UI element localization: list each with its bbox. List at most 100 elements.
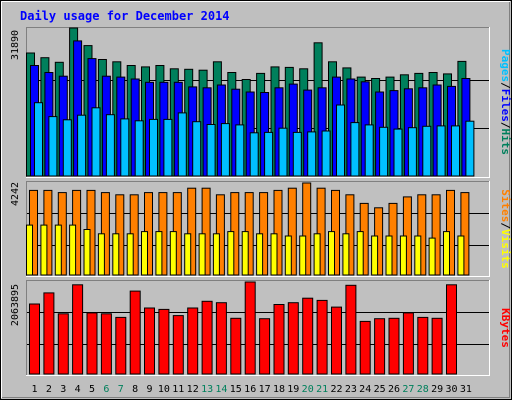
bar-pages-day-1: [34, 102, 43, 177]
bar-kbytes-day-8: [129, 290, 141, 375]
bar-sites-day-15: [227, 231, 235, 276]
bar-kbytes-day-16: [244, 281, 256, 375]
legend-sep-1: /: [499, 82, 512, 89]
bar-pages-day-9: [149, 118, 158, 177]
bar-sites-day-20: [299, 235, 307, 276]
bar-sites-day-2: [40, 224, 48, 276]
bar-pages-day-15: [235, 124, 245, 177]
x-tick-label-19: 19: [287, 384, 299, 395]
legend-visits-sites: Sites/Visits: [499, 189, 512, 269]
bar-sites-day-29: [428, 237, 436, 276]
x-tick-label-4: 4: [75, 384, 81, 395]
bar-sites-day-7: [112, 233, 120, 276]
legend-traffic: Pages/Files/Hits: [499, 49, 512, 155]
bar-visits-day-13: [201, 187, 211, 276]
bar-sites-day-23: [342, 233, 350, 276]
bar-pages-day-16: [249, 132, 259, 177]
bar-sites-day-16: [241, 231, 249, 276]
x-axis-day-labels: 1 2 3 4 5 6 7 8 9 10 11 12 13 14 15 16 17 18 19 20 21 22 23 24 2…: [31, 384, 471, 395]
bar-kbytes-day-14: [215, 302, 227, 375]
legend-hits: Pages: [499, 49, 512, 82]
bar-sites-day-3: [54, 224, 62, 276]
x-tick-label-18: 18: [273, 384, 285, 395]
x-tick-label-9: 9: [146, 384, 152, 395]
bar-pages-day-14: [220, 123, 230, 177]
legend-pages: Hits: [499, 129, 512, 156]
bar-visits-day-19: [287, 187, 297, 276]
bar-pages-day-30: [451, 125, 460, 177]
bar-sites-day-28: [414, 235, 422, 276]
x-tick-label-25: 25: [374, 384, 386, 395]
bar-pages-day-24: [364, 124, 374, 177]
bar-pages-day-2: [48, 116, 58, 177]
bar-kbytes-day-4: [72, 284, 84, 375]
bar-sites-day-31: [457, 235, 465, 276]
x-tick-label-7: 7: [118, 384, 124, 395]
bar-kbytes-day-9: [144, 307, 155, 375]
x-tick-label-17: 17: [259, 384, 271, 395]
bar-sites-day-12: [184, 233, 192, 276]
x-tick-label-6: 6: [103, 384, 109, 395]
x-tick-label-22: 22: [330, 384, 342, 395]
bar-visits-day-12: [187, 187, 197, 276]
x-tick-label-20: 20: [302, 384, 314, 395]
legend-sites: Sites: [499, 189, 512, 222]
bar-pages-day-11: [177, 112, 187, 177]
bar-kbytes-day-20: [302, 297, 314, 375]
x-tick-label-27: 27: [402, 384, 414, 395]
bar-visits-day-31: [460, 192, 470, 276]
bar-kbytes-day-3: [57, 313, 69, 375]
x-tick-label-1: 1: [31, 384, 37, 395]
bar-kbytes-day-26: [388, 317, 400, 375]
x-tick-label-5: 5: [89, 384, 95, 395]
bar-pages-day-22: [336, 104, 345, 177]
x-tick-label-15: 15: [230, 384, 242, 395]
x-tick-label-2: 2: [46, 384, 52, 395]
bar-kbytes-day-23: [345, 284, 357, 375]
bar-sites-day-24: [356, 231, 364, 276]
bar-kbytes-day-30: [446, 284, 457, 375]
bar-kbytes-day-2: [43, 292, 55, 375]
bar-sites-day-8: [126, 233, 134, 276]
legend-sep-3: /: [499, 222, 512, 229]
legend-files: Files: [499, 89, 512, 122]
x-tick-label-31: 31: [460, 384, 472, 395]
legend-kbytes: KBytes: [499, 308, 512, 348]
bar-sites-day-5: [83, 229, 91, 276]
bar-visits-day-18: [273, 189, 283, 276]
x-tick-label-21: 21: [316, 384, 328, 395]
bar-pages-day-19: [292, 131, 302, 177]
bar-sites-day-10: [155, 231, 163, 276]
bar-pages-day-4: [77, 114, 87, 177]
bar-pages-day-25: [379, 126, 389, 177]
bar-sites-day-25: [371, 235, 379, 276]
bar-sites-day-27: [399, 235, 407, 276]
bar-sites-day-17: [256, 233, 264, 276]
bar-sites-day-18: [270, 233, 278, 276]
chart-title: Daily usage for December 2014: [20, 9, 230, 23]
legend-visits: Visits: [499, 229, 512, 269]
bars-visits: [26, 182, 470, 276]
bar-sites-day-1: [26, 224, 33, 276]
y-tick-kbytes-max: 2063895: [10, 284, 21, 326]
bar-sites-day-14: [212, 233, 220, 276]
bar-pages-day-17: [264, 131, 274, 177]
bar-kbytes-day-27: [402, 312, 414, 375]
x-tick-label-12: 12: [187, 384, 199, 395]
bar-sites-day-4: [69, 224, 77, 276]
bar-kbytes-day-15: [230, 317, 242, 375]
x-tick-label-13: 13: [201, 384, 213, 395]
bar-pages-day-8: [134, 120, 144, 177]
bar-kbytes-day-6: [100, 313, 112, 375]
bar-pages-day-18: [278, 127, 288, 177]
y-tick-traffic-max: 31890: [10, 30, 21, 60]
bar-pages-day-10: [163, 118, 173, 177]
bar-pages-day-29: [436, 125, 446, 177]
bar-sites-day-13: [198, 233, 206, 276]
bar-sites-day-21: [313, 233, 321, 276]
bar-kbytes-day-28: [417, 316, 429, 375]
bar-kbytes-day-12: [187, 307, 199, 375]
x-tick-label-16: 16: [244, 384, 256, 395]
bar-kbytes-day-17: [259, 318, 271, 375]
x-tick-label-14: 14: [215, 384, 227, 395]
